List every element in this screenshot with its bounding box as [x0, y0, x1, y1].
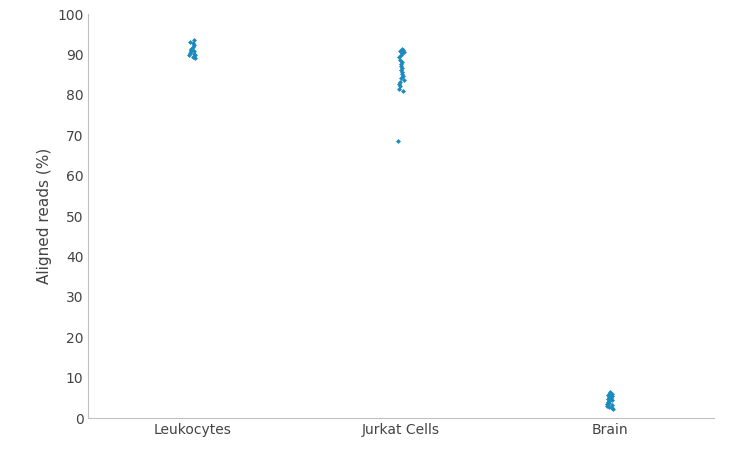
Point — [604, 389, 616, 397]
Point — [398, 48, 410, 56]
Point — [606, 392, 618, 400]
Point — [190, 51, 202, 58]
Point — [603, 393, 615, 401]
Point — [183, 52, 195, 59]
Point — [185, 46, 197, 54]
Point — [605, 394, 617, 402]
Point — [603, 395, 615, 403]
Point — [394, 47, 406, 55]
Point — [397, 49, 408, 57]
Point — [184, 49, 196, 57]
Point — [394, 56, 406, 64]
Point — [606, 404, 618, 412]
Point — [185, 45, 197, 52]
Point — [603, 399, 615, 407]
Point — [188, 39, 199, 47]
Point — [601, 402, 613, 409]
Point — [187, 43, 199, 51]
Point — [397, 87, 409, 95]
Point — [397, 46, 408, 54]
Point — [602, 391, 614, 399]
Point — [188, 37, 200, 44]
Point — [185, 48, 197, 55]
Point — [601, 400, 613, 408]
Point — [603, 403, 615, 410]
Point — [395, 66, 407, 74]
Point — [396, 58, 408, 66]
Point — [397, 72, 409, 80]
Point — [397, 76, 409, 84]
Point — [395, 74, 407, 82]
Point — [187, 53, 199, 60]
Point — [392, 138, 404, 145]
Point — [393, 54, 405, 61]
Point — [606, 405, 618, 413]
Point — [601, 398, 613, 406]
Point — [396, 70, 408, 78]
Point — [188, 47, 200, 55]
Point — [606, 396, 618, 404]
Point — [396, 45, 408, 52]
Point — [188, 54, 200, 62]
Point — [603, 397, 615, 405]
Point — [393, 80, 405, 88]
Point — [396, 64, 408, 71]
Point — [394, 62, 406, 69]
Point — [184, 38, 196, 46]
Point — [394, 82, 406, 90]
Point — [395, 60, 407, 67]
Point — [394, 78, 406, 86]
Point — [606, 401, 618, 409]
Point — [393, 85, 405, 93]
Y-axis label: Aligned reads (%): Aligned reads (%) — [37, 148, 52, 284]
Point — [606, 390, 618, 398]
Point — [188, 41, 200, 49]
Point — [395, 52, 407, 59]
Point — [604, 388, 616, 396]
Point — [188, 50, 199, 57]
Point — [396, 68, 408, 76]
